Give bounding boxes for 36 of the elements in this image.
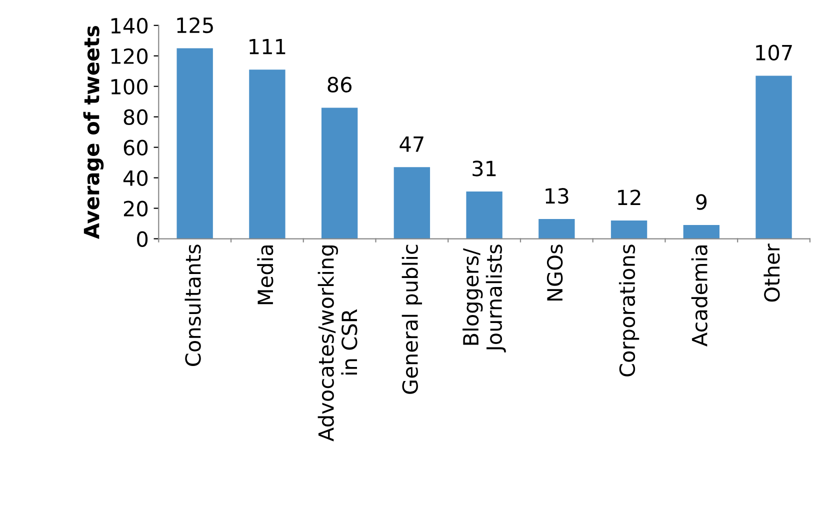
x-tick-label: Academia: [691, 246, 708, 346]
bar: [683, 225, 720, 239]
x-tick-label: Consultants: [184, 244, 201, 366]
bar: [176, 48, 213, 239]
data-label: 107: [756, 44, 792, 61]
x-tick-label: NGOs: [546, 244, 563, 301]
bar: [394, 167, 430, 239]
bar: [610, 220, 648, 239]
y-tick-label: 40: [123, 170, 148, 186]
data-label: 86: [328, 76, 352, 93]
y-tick-label: 140: [111, 18, 148, 34]
y-tick-label: 20: [124, 200, 148, 216]
y-tick-label: 100: [111, 78, 148, 95]
bar: [756, 76, 792, 239]
data-label: 12: [618, 190, 640, 206]
bar: [538, 218, 575, 239]
y-tick-label: 80: [124, 109, 148, 126]
data-label: 111: [250, 38, 286, 54]
x-tick-label: Media: [257, 246, 274, 304]
x-tick-label: General public: [402, 244, 422, 394]
y-tick-label: 60: [124, 140, 148, 156]
y-tick-label: 0: [137, 231, 148, 247]
x-tick-label: Bloggers/ Journalists: [462, 244, 506, 352]
data-label: 9: [696, 194, 707, 210]
data-label: 125: [177, 17, 213, 34]
data-label: 31: [472, 160, 496, 176]
x-tick-label: Other: [764, 244, 780, 302]
bar: [466, 192, 502, 239]
y-axis-title: Average of tweets: [83, 26, 104, 240]
data-label: 47: [400, 136, 424, 152]
x-tick-label: Advocates/working in CSR: [318, 246, 358, 442]
data-label: 13: [546, 188, 568, 204]
bar: [321, 108, 358, 239]
bar: [249, 70, 286, 239]
y-tick-label: 120: [111, 48, 148, 64]
x-tick-label: Corporations: [618, 244, 640, 376]
